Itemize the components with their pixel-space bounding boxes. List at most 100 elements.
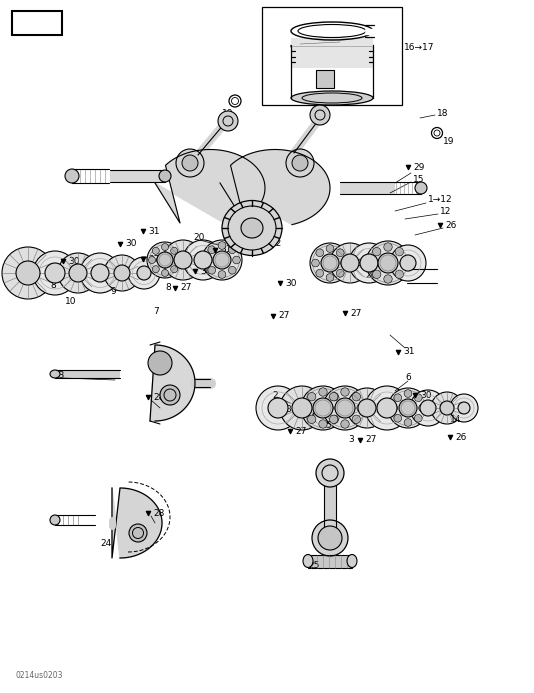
Text: 12: 12 — [440, 207, 451, 216]
Text: 28: 28 — [153, 509, 164, 518]
Circle shape — [129, 524, 147, 542]
Text: 21: 21 — [228, 220, 239, 229]
Circle shape — [341, 259, 348, 267]
Polygon shape — [112, 488, 162, 558]
Text: 27: 27 — [148, 254, 159, 263]
Circle shape — [104, 255, 140, 291]
Circle shape — [137, 266, 151, 280]
Circle shape — [394, 394, 402, 402]
Text: 30: 30 — [200, 267, 211, 276]
Circle shape — [45, 263, 65, 283]
Circle shape — [404, 419, 412, 426]
Circle shape — [458, 402, 470, 414]
Circle shape — [148, 351, 172, 375]
Text: 21: 21 — [355, 258, 366, 267]
Circle shape — [329, 392, 338, 401]
Circle shape — [321, 254, 339, 272]
Text: 30: 30 — [420, 390, 431, 399]
Circle shape — [319, 420, 327, 428]
Circle shape — [341, 420, 349, 428]
Ellipse shape — [291, 38, 373, 54]
Text: 1→12: 1→12 — [428, 195, 453, 204]
Circle shape — [229, 266, 236, 274]
Circle shape — [357, 404, 365, 412]
Circle shape — [160, 385, 180, 405]
Text: 27: 27 — [365, 435, 376, 444]
Circle shape — [280, 386, 324, 430]
Ellipse shape — [50, 515, 60, 525]
Text: 18: 18 — [437, 109, 449, 118]
Ellipse shape — [222, 200, 282, 256]
Polygon shape — [150, 345, 195, 421]
Text: 8: 8 — [50, 281, 56, 290]
Circle shape — [414, 414, 422, 422]
Ellipse shape — [50, 370, 60, 378]
Circle shape — [349, 243, 389, 283]
Circle shape — [202, 240, 242, 280]
Circle shape — [161, 270, 169, 277]
Text: 19: 19 — [443, 137, 454, 146]
Circle shape — [58, 253, 98, 293]
Circle shape — [218, 111, 238, 131]
Ellipse shape — [415, 182, 427, 194]
Circle shape — [69, 264, 87, 282]
Circle shape — [161, 243, 169, 250]
Text: 31: 31 — [148, 227, 160, 236]
Circle shape — [388, 388, 428, 428]
Text: 30: 30 — [125, 240, 137, 249]
Circle shape — [218, 271, 226, 279]
Text: 27: 27 — [278, 311, 289, 320]
Circle shape — [33, 251, 77, 295]
Circle shape — [440, 401, 454, 415]
Circle shape — [301, 386, 345, 430]
Circle shape — [373, 270, 381, 279]
Text: 27: 27 — [295, 426, 307, 435]
Circle shape — [80, 253, 120, 293]
Ellipse shape — [241, 218, 263, 238]
Circle shape — [229, 246, 236, 254]
Text: 5: 5 — [325, 421, 331, 430]
Text: 26: 26 — [455, 432, 466, 441]
Circle shape — [316, 249, 324, 256]
Circle shape — [213, 251, 231, 269]
Circle shape — [114, 265, 130, 281]
Circle shape — [326, 245, 334, 252]
Circle shape — [128, 257, 160, 289]
Circle shape — [330, 392, 339, 401]
Circle shape — [414, 394, 422, 402]
Text: 27: 27 — [180, 283, 191, 292]
Circle shape — [431, 392, 463, 424]
Polygon shape — [220, 150, 330, 225]
Circle shape — [208, 246, 216, 254]
Circle shape — [336, 270, 344, 277]
Circle shape — [148, 256, 155, 263]
Bar — [110, 170, 165, 182]
Circle shape — [268, 398, 288, 418]
Circle shape — [366, 241, 410, 285]
Circle shape — [310, 105, 330, 125]
Text: 26: 26 — [445, 220, 457, 229]
Circle shape — [329, 415, 338, 423]
Circle shape — [341, 254, 359, 272]
Text: 29: 29 — [413, 162, 425, 171]
Text: 23: 23 — [53, 371, 65, 380]
Text: 30: 30 — [68, 256, 80, 265]
Circle shape — [394, 414, 402, 422]
Text: 17: 17 — [271, 22, 282, 31]
Text: 8: 8 — [165, 283, 171, 292]
Circle shape — [16, 261, 40, 285]
Circle shape — [352, 392, 360, 401]
Text: 30: 30 — [285, 279, 296, 288]
Circle shape — [312, 520, 348, 556]
Circle shape — [171, 265, 178, 272]
Text: 13: 13 — [440, 403, 452, 412]
Bar — [308, 555, 352, 568]
Circle shape — [308, 392, 316, 401]
Circle shape — [292, 155, 308, 171]
Ellipse shape — [65, 169, 79, 183]
Circle shape — [347, 388, 387, 428]
Circle shape — [147, 242, 183, 278]
Text: 7: 7 — [153, 306, 159, 315]
Circle shape — [323, 386, 367, 430]
Circle shape — [157, 252, 173, 268]
